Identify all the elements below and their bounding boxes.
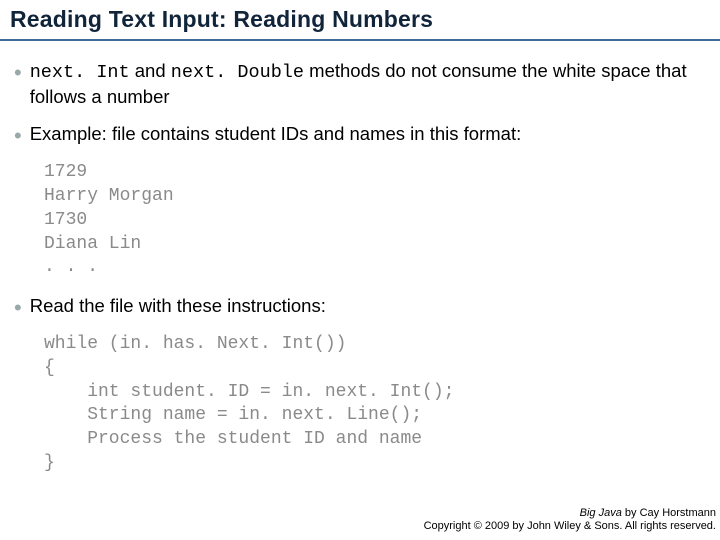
- code-block-1: 1729 Harry Morgan 1730 Diana Lin . . .: [44, 161, 720, 280]
- code-block-2: while (in. has. Next. Int()) { int stude…: [44, 333, 720, 476]
- bullet-2: • Example: file contains student IDs and…: [0, 122, 720, 161]
- bullet-3: • Read the file with these instructions:: [0, 294, 720, 333]
- footer-line-1: Big Java by Cay Horstmann: [424, 507, 716, 521]
- code-inline-1: next. Int: [30, 62, 130, 83]
- bullet-2-text: Example: file contains student IDs and n…: [30, 122, 522, 146]
- bullet-3-text: Read the file with these instructions:: [30, 294, 326, 318]
- bullet-dot-icon: •: [14, 62, 22, 84]
- slide-title: Reading Text Input: Reading Numbers: [0, 0, 720, 41]
- footer-line-2: Copyright © 2009 by John Wiley & Sons. A…: [424, 520, 716, 534]
- bullet-dot-icon: •: [14, 297, 22, 319]
- footer: Big Java by Cay Horstmann Copyright © 20…: [424, 507, 716, 535]
- bullet-1-text: next. Int and next. Double methods do no…: [30, 59, 706, 108]
- bullet-dot-icon: •: [14, 125, 22, 147]
- code-inline-2: next. Double: [171, 62, 304, 83]
- bullet-1: • next. Int and next. Double methods do …: [0, 59, 720, 122]
